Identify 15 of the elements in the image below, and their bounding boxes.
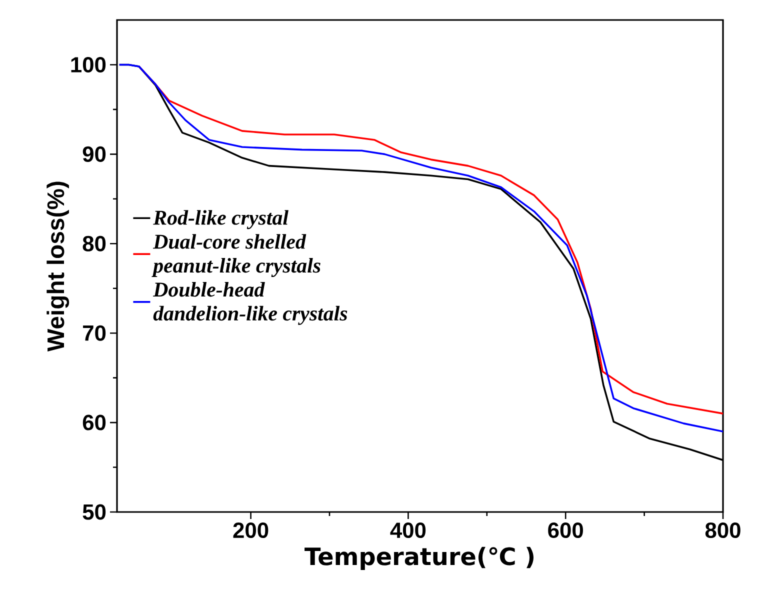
legend-label: Rod-like crystal	[153, 210, 288, 230]
x-tick-label: 400	[390, 522, 426, 538]
x-tick-label: 200	[233, 522, 268, 538]
y-tick-label: 100	[71, 56, 106, 72]
y-tick-label: 60	[82, 414, 106, 430]
x-axis-title: Temperature(℃ )	[304, 546, 534, 570]
legend-label: Double-head dandelion-like crystals	[152, 282, 348, 325]
legend-label: Dual-core shelled peanut-like crystals	[152, 234, 320, 278]
y-tick-label: 70	[83, 325, 106, 341]
x-tick-label: 800	[705, 522, 740, 538]
y-tick-label: 80	[82, 236, 106, 252]
y-tick-label: 90	[82, 146, 106, 162]
y-axis-title: Weight loss(%)	[46, 182, 70, 352]
y-tick-label: 50	[82, 504, 106, 520]
x-tick-label: 600	[548, 522, 583, 538]
